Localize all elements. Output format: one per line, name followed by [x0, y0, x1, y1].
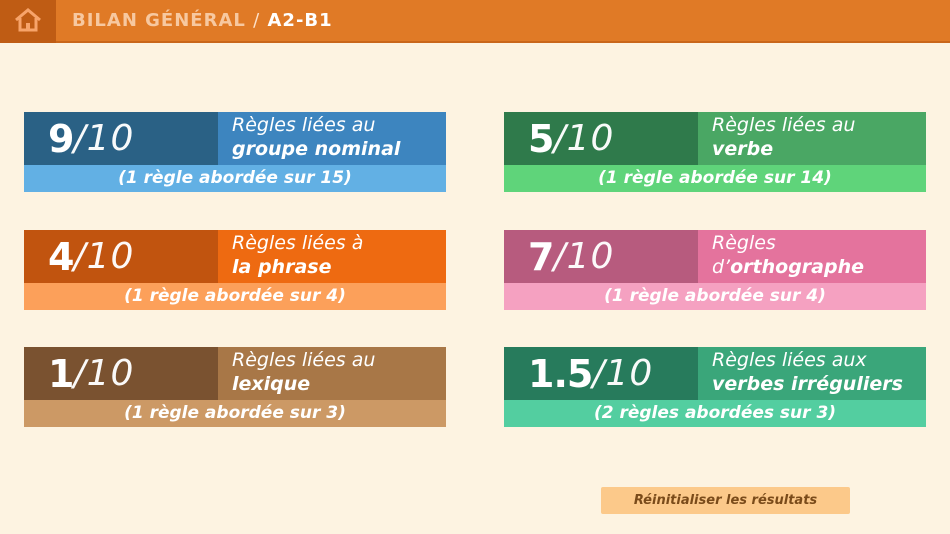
page-title: BILAN GÉNÉRAL / A2-B1 — [72, 0, 333, 41]
score-value: 1.5 — [528, 351, 593, 396]
score-box: 9/10 — [24, 112, 218, 165]
top-bar: BILAN GÉNÉRAL / A2-B1 — [0, 0, 950, 43]
score-value: 4 — [48, 234, 74, 279]
rule-category-label: Règles liées au lexique — [218, 347, 446, 400]
rule-category-label: Règles d’orthographe — [698, 230, 926, 283]
rule-category-label: Règles liées au groupe nominal — [218, 112, 446, 165]
label-line1: Règles — [712, 232, 776, 254]
label-line1: Règles liées au — [712, 114, 856, 136]
level-label: A2-B1 — [267, 10, 333, 31]
result-card-phrase[interactable]: 4/10 Règles liées à la phrase (1 règle a… — [24, 230, 446, 310]
home-button[interactable] — [0, 0, 56, 43]
rules-count: (2 règles abordées sur 3) — [504, 400, 926, 427]
score-box: 5/10 — [504, 112, 698, 165]
score-denominator: /10 — [73, 353, 135, 394]
label-category: orthographe — [730, 256, 864, 278]
page-title-main: BILAN GÉNÉRAL — [72, 10, 246, 31]
label-line1: Règles liées au — [232, 349, 376, 371]
result-card-lexique[interactable]: 1/10 Règles liées au lexique (1 règle ab… — [24, 347, 446, 427]
rule-category-label: Règles liées au verbe — [698, 112, 926, 165]
label-category: groupe nominal — [232, 138, 401, 160]
score-box: 4/10 — [24, 230, 218, 283]
label-category: lexique — [232, 373, 311, 395]
rules-count: (1 règle abordée sur 14) — [504, 165, 926, 192]
score-denominator: /10 — [73, 118, 135, 159]
label-line1: Règles liées au — [232, 114, 376, 136]
label-category: verbe — [712, 138, 774, 160]
rules-count: (1 règle abordée sur 4) — [24, 283, 446, 310]
score-value: 7 — [528, 234, 554, 279]
rules-count: (1 règle abordée sur 4) — [504, 283, 926, 310]
rule-category-label: Règles liées à la phrase — [218, 230, 446, 283]
rules-count: (1 règle abordée sur 15) — [24, 165, 446, 192]
score-value: 5 — [528, 116, 554, 161]
result-card-verbe[interactable]: 5/10 Règles liées au verbe (1 règle abor… — [504, 112, 926, 192]
label-category: verbes irréguliers — [712, 373, 903, 395]
score-value: 1 — [48, 351, 74, 396]
reset-results-button[interactable]: Réinitialiser les résultats — [601, 487, 850, 514]
label-line1: Règles liées aux — [712, 349, 867, 371]
score-box: 1.5/10 — [504, 347, 698, 400]
score-denominator: /10 — [592, 353, 654, 394]
label-prefix: d’ — [712, 256, 731, 278]
title-separator: / — [253, 10, 261, 31]
home-icon — [13, 7, 43, 36]
score-denominator: /10 — [73, 236, 135, 277]
score-denominator: /10 — [553, 118, 615, 159]
score-value: 9 — [48, 116, 74, 161]
result-card-orthographe[interactable]: 7/10 Règles d’orthographe (1 règle abord… — [504, 230, 926, 310]
rule-category-label: Règles liées aux verbes irréguliers — [698, 347, 926, 400]
label-line1: Règles liées à — [232, 232, 364, 254]
result-card-verbes-irreguliers[interactable]: 1.5/10 Règles liées aux verbes irrégulie… — [504, 347, 926, 427]
rules-count: (1 règle abordée sur 3) — [24, 400, 446, 427]
result-card-groupe-nominal[interactable]: 9/10 Règles liées au groupe nominal (1 r… — [24, 112, 446, 192]
score-denominator: /10 — [553, 236, 615, 277]
score-box: 7/10 — [504, 230, 698, 283]
score-box: 1/10 — [24, 347, 218, 400]
label-category: la phrase — [232, 256, 332, 278]
